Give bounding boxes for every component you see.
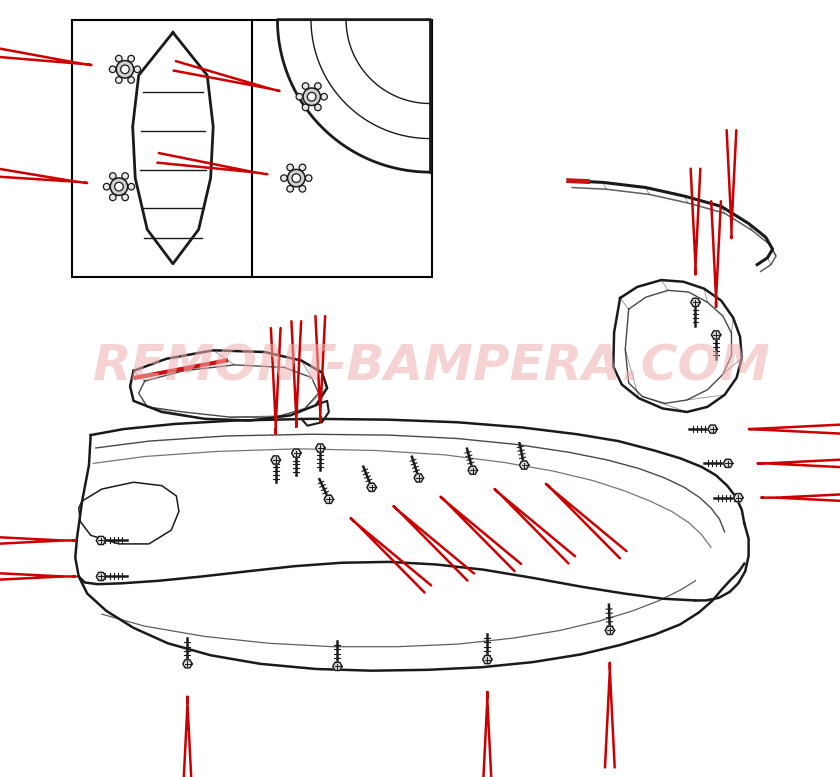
Polygon shape	[324, 495, 333, 503]
Polygon shape	[97, 536, 106, 545]
Bar	[72, 19, 432, 277]
Polygon shape	[97, 573, 106, 580]
Circle shape	[109, 172, 116, 179]
Circle shape	[128, 77, 134, 83]
Circle shape	[299, 186, 306, 192]
Circle shape	[103, 183, 110, 190]
Polygon shape	[316, 444, 325, 452]
Polygon shape	[519, 461, 529, 469]
Polygon shape	[271, 456, 281, 464]
Polygon shape	[291, 449, 301, 457]
Circle shape	[281, 175, 287, 181]
Circle shape	[302, 104, 309, 110]
Circle shape	[286, 164, 293, 171]
Polygon shape	[333, 662, 342, 671]
Polygon shape	[605, 626, 615, 635]
Circle shape	[292, 174, 301, 183]
Circle shape	[128, 183, 134, 190]
Text: REMONT-BAMPERA.COM: REMONT-BAMPERA.COM	[92, 343, 770, 391]
Polygon shape	[468, 466, 477, 474]
Polygon shape	[367, 483, 376, 491]
Circle shape	[114, 183, 123, 191]
Polygon shape	[711, 331, 721, 339]
Circle shape	[286, 186, 293, 192]
Circle shape	[303, 88, 320, 106]
Polygon shape	[414, 474, 423, 482]
Polygon shape	[183, 660, 192, 668]
Circle shape	[116, 61, 134, 78]
Circle shape	[299, 164, 306, 171]
Circle shape	[315, 104, 321, 110]
Polygon shape	[708, 425, 717, 434]
Circle shape	[122, 194, 129, 200]
Circle shape	[128, 55, 134, 62]
Polygon shape	[483, 656, 492, 664]
Circle shape	[321, 93, 328, 100]
Circle shape	[121, 65, 129, 74]
Circle shape	[302, 83, 309, 89]
Circle shape	[116, 77, 122, 83]
Circle shape	[306, 175, 312, 181]
Circle shape	[296, 93, 302, 100]
Circle shape	[109, 194, 116, 200]
Circle shape	[287, 169, 305, 186]
Circle shape	[315, 83, 321, 89]
Circle shape	[307, 92, 316, 101]
Circle shape	[134, 66, 140, 72]
Polygon shape	[690, 298, 701, 306]
Circle shape	[110, 178, 128, 195]
Polygon shape	[723, 459, 732, 468]
Circle shape	[122, 172, 129, 179]
Polygon shape	[733, 493, 743, 502]
Circle shape	[109, 66, 116, 72]
Circle shape	[116, 55, 122, 62]
